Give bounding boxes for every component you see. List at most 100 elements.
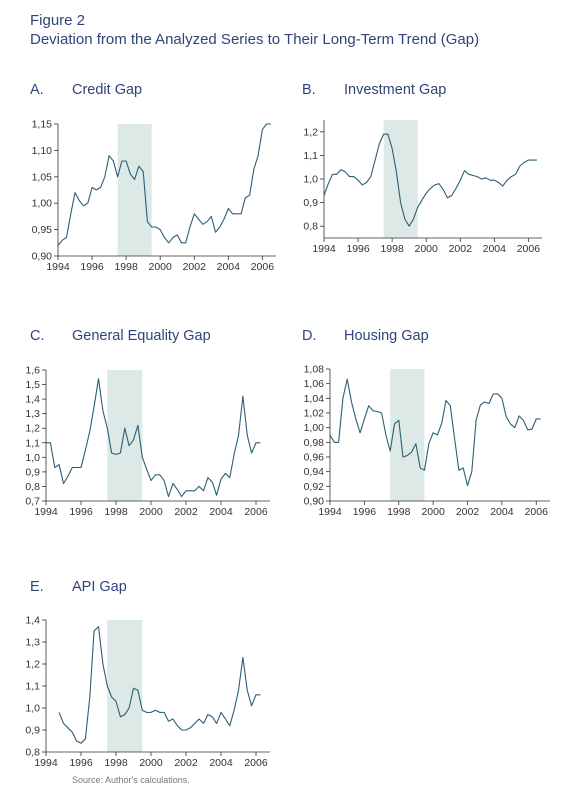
panel-c-y-tick-label: 0,9 <box>25 466 40 478</box>
panel-d-y-tick-label: 0,90 <box>304 496 325 508</box>
panel-c-title: General Equality Gap <box>72 328 211 344</box>
panel-a-y-tick-label: 0,90 <box>32 251 53 263</box>
figure-title: Deviation from the Analyzed Series to Th… <box>30 31 480 48</box>
panel-c-y-tick-label: 1,4 <box>25 394 40 406</box>
panel-a-x-tick-label: 1994 <box>46 261 70 273</box>
panel-e-y-tick-label: 0,9 <box>25 725 40 737</box>
panel-a-title: Credit Gap <box>72 82 143 98</box>
panel-e-letter: E. <box>30 579 44 595</box>
panel-c-x-tick-label: 2000 <box>139 506 163 518</box>
panel-c-x-tick-label: 2004 <box>209 506 233 518</box>
panel-c-x-tick-label: 1994 <box>34 506 58 518</box>
panel-c-x-tick-label: 2002 <box>174 506 198 518</box>
panel-d-y-tick-label: 0,96 <box>304 452 325 464</box>
panel-b-y-tick-label: 1,2 <box>303 126 318 138</box>
panel-b-heading: B. Investment Gap <box>302 82 446 98</box>
panel-b-x-tick-label: 1994 <box>312 243 336 255</box>
panel-a-x-tick-label: 2004 <box>217 261 241 273</box>
panel-d-y-tick-label: 1,02 <box>304 408 325 420</box>
panel-d-y-tick-label: 0,92 <box>304 481 325 493</box>
panel-b-x-tick-label: 2000 <box>415 243 439 255</box>
general-equality-gap-chart: 0,7 0,8 0,9 1,0 1,1 1,2 1,3 1,4 1,5 1,6 1994 1996 19… <box>25 365 270 518</box>
panel-c-x-tick-label: 2006 <box>244 506 268 518</box>
panel-d-x-tick-label: 1998 <box>387 506 411 518</box>
investment-gap-chart: 0,8 0,9 1,0 1,1 1,2 1994 1996 1998 2000 2002 2004 2… <box>303 120 542 255</box>
panel-a-y-tick-label: 1,10 <box>32 145 53 157</box>
panel-a-shaded-period <box>117 124 152 256</box>
panel-c-x-tick-label: 1998 <box>104 506 128 518</box>
panel-a-y-tick-label: 1,00 <box>32 198 53 210</box>
panel-c-y-tick-label: 0,7 <box>25 496 40 508</box>
panel-d-y-tick-label: 1,08 <box>304 364 325 376</box>
panel-e-y-tick-label: 1,4 <box>25 615 40 627</box>
panel-a-y-tick-label: 0,95 <box>32 224 53 236</box>
panel-b-series-line <box>323 133 537 227</box>
panel-c-y-tick-label: 1,0 <box>25 452 40 464</box>
panel-c-y-tick-label: 1,6 <box>25 365 40 377</box>
source-note: Source: Author's calculations. <box>72 775 190 785</box>
panel-d-y-tick-label: 1,00 <box>304 422 325 434</box>
credit-gap-chart: 0,90 0,95 1,00 1,05 1,10 1,15 1994 1996 1998 2000… <box>32 119 276 273</box>
figure-label: Figure 2 <box>30 12 86 29</box>
panel-e-x-tick-label: 1994 <box>34 757 58 769</box>
panel-d-y-tick-label: 1,06 <box>304 378 325 390</box>
panel-b-y-tick-label: 1,0 <box>303 174 318 186</box>
panel-a-letter: A. <box>30 82 44 98</box>
panel-e-y-tick-label: 1,0 <box>25 703 40 715</box>
panel-c-y-tick-label: 1,3 <box>25 408 40 420</box>
panel-e-y-tick-label: 1,2 <box>25 659 40 671</box>
panel-d-y-tick-label: 1,04 <box>304 393 325 405</box>
housing-gap-chart: 0,90 0,92 0,94 0,96 0,98 1,00 1,02 1,04 1,06 1,08… <box>304 364 550 518</box>
panel-b-y-tick-label: 0,8 <box>303 221 318 233</box>
panel-e-x-tick-label: 2002 <box>174 757 198 769</box>
panel-e-y-tick-label: 1,3 <box>25 637 40 649</box>
panel-a-x-tick-label: 1998 <box>114 261 138 273</box>
panel-e-x-tick-label: 2004 <box>209 757 233 769</box>
panel-d-title: Housing Gap <box>344 328 429 344</box>
panel-d-x-tick-label: 1996 <box>353 506 377 518</box>
panel-b-x-tick-label: 1998 <box>380 243 404 255</box>
panel-e-heading: E. API Gap <box>30 579 127 595</box>
panel-c-heading: C. General Equality Gap <box>30 328 211 344</box>
panel-e-series-line <box>58 626 261 744</box>
panel-d-shaded-period <box>390 369 425 501</box>
panel-c-y-tick-label: 1,2 <box>25 423 40 435</box>
panel-b-y-tick-label: 0,9 <box>303 197 318 209</box>
panel-d-x-tick-label: 2006 <box>525 506 549 518</box>
panel-d-x-tick-label: 2000 <box>421 506 445 518</box>
panel-e-x-tick-label: 2006 <box>244 757 268 769</box>
panel-b-x-tick-label: 1996 <box>346 243 370 255</box>
panel-d-x-tick-label: 2004 <box>490 506 514 518</box>
panel-e-y-tick-label: 1,1 <box>25 681 40 693</box>
panel-c-y-tick-label: 0,8 <box>25 481 40 493</box>
panel-d-letter: D. <box>302 328 317 344</box>
panel-c-letter: C. <box>30 328 45 344</box>
panel-b-title: Investment Gap <box>344 82 447 98</box>
panel-b-x-tick-label: 2004 <box>483 243 507 255</box>
panel-a-x-tick-label: 2002 <box>183 261 207 273</box>
panel-e-y-tick-label: 0,8 <box>25 747 40 759</box>
panel-e-shaded-period <box>107 620 143 752</box>
panel-b-letter: B. <box>302 82 316 98</box>
panel-c-shaded-period <box>107 370 143 501</box>
panel-b-y-tick-label: 1,1 <box>303 150 318 162</box>
panel-a-x-tick-label: 2006 <box>251 261 275 273</box>
panel-d-x-tick-label: 1994 <box>318 506 342 518</box>
panel-e-x-tick-label: 1998 <box>104 757 128 769</box>
panel-e-x-tick-label: 2000 <box>139 757 163 769</box>
panel-b-x-tick-label: 2006 <box>517 243 541 255</box>
panel-a-y-tick-label: 1,05 <box>32 171 53 183</box>
panel-a-x-tick-label: 2000 <box>149 261 173 273</box>
panel-b-x-tick-label: 2002 <box>449 243 473 255</box>
panel-c-series-line <box>46 378 261 498</box>
panel-c-y-tick-label: 1,1 <box>25 437 40 449</box>
panel-a-x-tick-label: 1996 <box>80 261 104 273</box>
panel-d-y-tick-label: 0,98 <box>304 437 325 449</box>
panel-e-x-tick-label: 1996 <box>69 757 93 769</box>
panel-e-title: API Gap <box>72 579 127 595</box>
panel-d-y-tick-label: 0,94 <box>304 466 325 478</box>
panel-a-heading: A. Credit Gap <box>30 82 142 98</box>
api-gap-chart: 0,8 0,9 1,0 1,1 1,2 1,3 1,4 1994 1996 1998 2000 200… <box>25 615 270 769</box>
panel-a-y-tick-label: 1,15 <box>32 119 53 131</box>
panel-c-x-tick-label: 1996 <box>69 506 93 518</box>
